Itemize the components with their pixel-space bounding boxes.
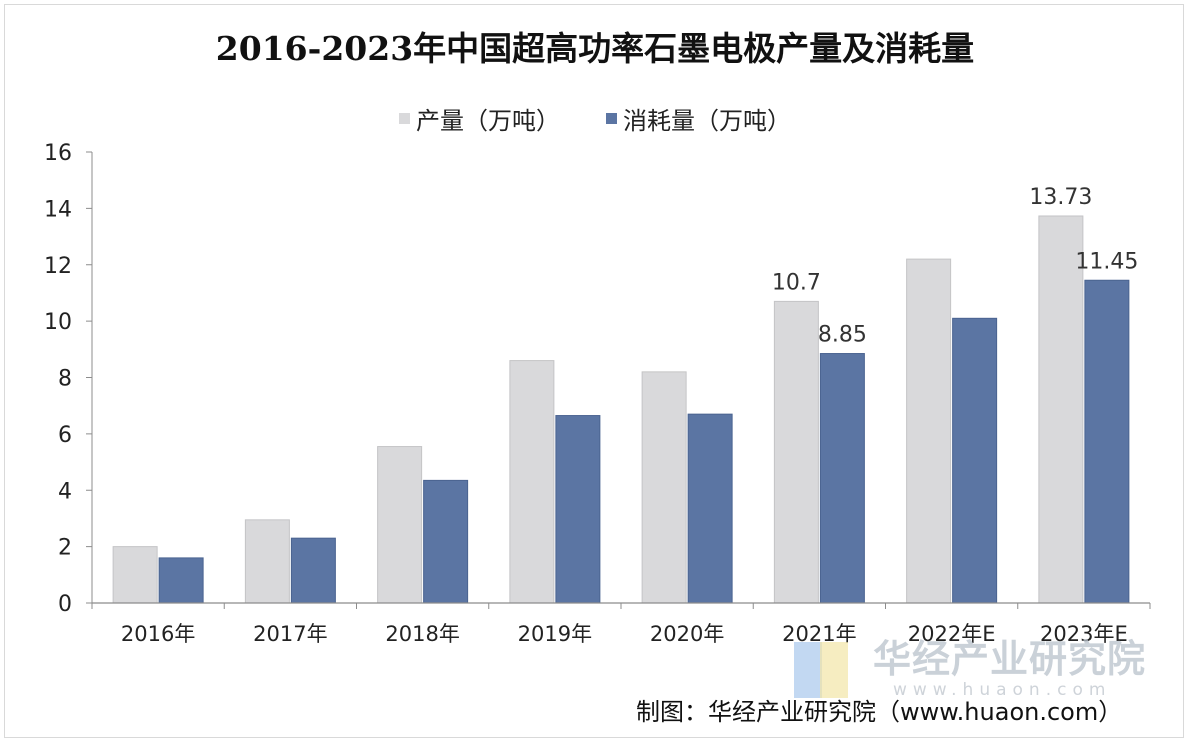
watermark-name: 华经产业研究院 <box>873 637 1147 681</box>
data-label-production: 13.73 <box>1029 185 1092 210</box>
bar-production <box>509 360 555 604</box>
bar-consumption <box>1084 279 1130 604</box>
bar-production <box>773 300 819 604</box>
legend-item-production: 产量（万吨） <box>399 101 560 136</box>
source-note: 制图：华经产业研究院（www.huaon.com） <box>636 698 1123 726</box>
bar-production <box>377 446 423 604</box>
x-tick-label: 2022年E <box>908 622 996 646</box>
x-tick-label: 2023年E <box>1040 622 1128 646</box>
bar-production <box>906 258 952 604</box>
bar-production <box>244 519 290 604</box>
data-label-consumption: 11.45 <box>1075 249 1138 274</box>
legend-swatch-production <box>399 113 410 124</box>
x-tick-label: 2016年 <box>121 622 195 646</box>
y-tick-label: 6 <box>58 423 72 448</box>
y-tick-label: 12 <box>44 254 72 279</box>
chart-title: 2016-2023年中国超高功率石墨电极产量及消耗量 <box>215 29 975 68</box>
y-tick-label: 16 <box>44 141 72 166</box>
legend-swatch-consumption <box>606 113 617 124</box>
bar-production <box>112 546 158 604</box>
y-tick-label: 8 <box>58 367 72 392</box>
chart-legend: 产量（万吨） 消耗量（万吨） <box>0 101 1190 136</box>
data-label-production: 10.7 <box>772 270 821 295</box>
x-tick-label: 2019年 <box>518 622 592 646</box>
bar-consumption <box>423 479 469 604</box>
legend-label-consumption: 消耗量（万吨） <box>623 107 791 135</box>
bar-consumption <box>555 415 601 604</box>
bar-consumption <box>687 413 733 604</box>
bar-consumption <box>290 537 336 604</box>
data-label-consumption: 8.85 <box>818 323 867 348</box>
x-tick-label: 2020年 <box>650 622 724 646</box>
y-tick-label: 14 <box>44 197 72 222</box>
legend-label-production: 产量（万吨） <box>416 107 560 135</box>
watermark-url: www.huaon.com <box>893 680 1112 700</box>
y-tick-label: 2 <box>58 536 72 561</box>
bar-consumption <box>819 353 865 604</box>
x-tick-label: 2018年 <box>385 622 459 646</box>
y-tick-label: 10 <box>44 310 72 335</box>
x-tick-label: 2017年 <box>253 622 327 646</box>
bar-consumption <box>158 557 204 604</box>
y-tick-label: 0 <box>58 592 72 617</box>
legend-item-consumption: 消耗量（万吨） <box>606 101 791 136</box>
bar-consumption <box>952 317 998 604</box>
bar-production <box>641 371 687 604</box>
watermark-logo <box>790 638 854 702</box>
y-tick-label: 4 <box>58 479 72 504</box>
